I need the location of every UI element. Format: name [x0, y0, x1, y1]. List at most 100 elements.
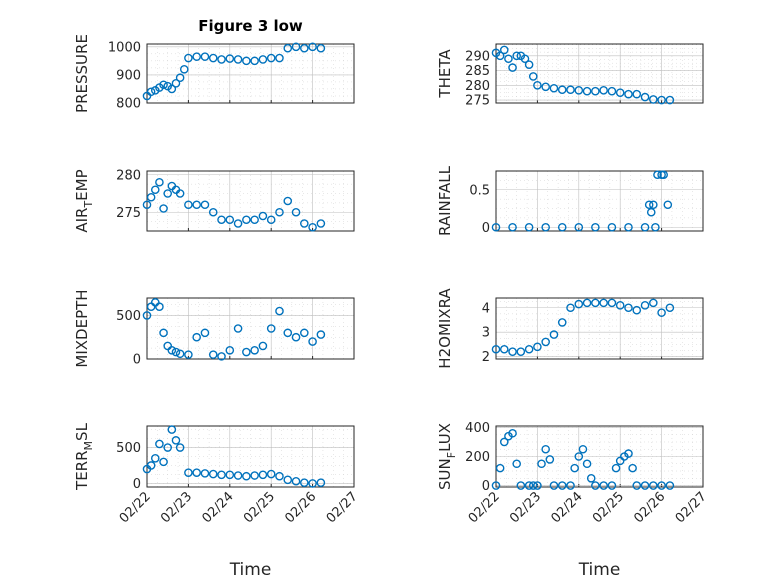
- data-point: [308, 479, 317, 488]
- x-tick-label: 02/27: [324, 489, 361, 526]
- data-point: [549, 83, 559, 93]
- data-point: [300, 478, 309, 487]
- data-point: [163, 189, 172, 198]
- data-point: [150, 453, 160, 463]
- data-point: [192, 332, 201, 342]
- data-point: [516, 481, 526, 490]
- data-point: [146, 461, 156, 470]
- data-point: [250, 471, 259, 480]
- subplot-7: 02/22 02/23 02/24 02/25 02/26 02/27 0 500 TERRMS…: [73, 422, 361, 580]
- x-tick-label: 02/27: [673, 489, 710, 526]
- data-point: [524, 344, 534, 354]
- y-tick-label: 800: [116, 97, 141, 112]
- data-point: [300, 43, 309, 53]
- data-point: [242, 347, 251, 357]
- data-point: [566, 303, 575, 313]
- data-point: [175, 349, 185, 359]
- y-tick-label: 280: [465, 79, 490, 94]
- data-point: [557, 481, 567, 490]
- data-point: [657, 481, 666, 490]
- y-tick-label: 4: [482, 301, 490, 316]
- y-label-main: SUN: [436, 458, 454, 490]
- data-point: [233, 324, 243, 333]
- data-point: [599, 298, 608, 308]
- data-point: [624, 222, 633, 232]
- y-tick-label: 1000: [108, 40, 141, 55]
- data-point: [499, 344, 509, 354]
- data-point: [491, 344, 501, 354]
- data-point: [184, 53, 193, 63]
- data-point: [545, 455, 555, 464]
- data-point: [316, 330, 326, 339]
- x-tick-label: 02/23: [507, 489, 544, 526]
- data-point: [192, 52, 201, 61]
- data-point: [316, 478, 326, 487]
- y-axis-label: PRESSURE: [73, 34, 91, 113]
- data-point: [591, 222, 600, 232]
- data-point: [615, 301, 625, 310]
- data-point: [665, 303, 675, 313]
- data-point: [258, 470, 268, 480]
- data-point: [155, 177, 164, 187]
- y-axis-label: SUNFLUX: [436, 423, 458, 490]
- y-tick-label: 290: [465, 49, 490, 64]
- y-axis-label: TERRMSL: [73, 422, 95, 491]
- data-point: [495, 51, 505, 61]
- data-point: [192, 200, 201, 210]
- data-point: [184, 200, 193, 210]
- data-point: [291, 476, 301, 486]
- y-label-subscript: M: [82, 441, 95, 451]
- y-label-main: PRESSURE: [73, 34, 91, 113]
- data-point: [649, 298, 658, 308]
- data-point: [208, 350, 218, 359]
- data-point: [233, 471, 243, 480]
- y-tick-label: 200: [465, 450, 490, 465]
- data-point: [142, 200, 152, 210]
- data-point: [233, 55, 243, 64]
- data-point: [171, 436, 181, 445]
- data-point: [167, 425, 177, 434]
- data-point: [549, 330, 559, 339]
- data-point: [499, 45, 509, 55]
- data-point: [537, 459, 546, 469]
- data-point: [159, 328, 168, 338]
- data-point: [574, 86, 584, 95]
- data-point: [632, 481, 642, 490]
- data-point: [308, 222, 317, 232]
- data-point: [640, 222, 650, 232]
- data-point: [200, 469, 210, 478]
- data-point: [159, 80, 168, 90]
- data-point: [242, 471, 251, 481]
- data-point: [582, 459, 592, 469]
- data-point: [275, 471, 284, 481]
- data-point: [646, 207, 656, 217]
- x-tick-label: 02/25: [241, 489, 278, 526]
- data-point: [499, 437, 509, 447]
- y-label-main: AIR: [73, 208, 91, 233]
- data-point: [159, 204, 168, 213]
- x-tick-label: 02/24: [549, 489, 586, 526]
- x-tick-label: 02/22: [466, 489, 503, 526]
- data-point: [640, 301, 650, 310]
- data-point: [665, 481, 675, 490]
- data-point: [491, 481, 501, 490]
- data-point: [528, 481, 538, 490]
- y-tick-label: 900: [116, 68, 141, 83]
- data-point: [163, 443, 172, 452]
- y-tick-label: 275: [116, 206, 141, 221]
- data-point: [208, 469, 218, 479]
- data-point: [557, 85, 567, 95]
- y-label-main: RAINFALL: [436, 165, 454, 236]
- data-point: [582, 86, 592, 96]
- data-point: [146, 192, 156, 202]
- data-point: [508, 222, 517, 232]
- data-point: [200, 52, 210, 61]
- data-point: [533, 81, 542, 90]
- data-point: [524, 60, 534, 69]
- data-point: [150, 185, 160, 195]
- data-point: [582, 298, 592, 308]
- data-point: [549, 481, 559, 490]
- data-point: [574, 299, 584, 309]
- y-label-main: THETA: [436, 49, 454, 99]
